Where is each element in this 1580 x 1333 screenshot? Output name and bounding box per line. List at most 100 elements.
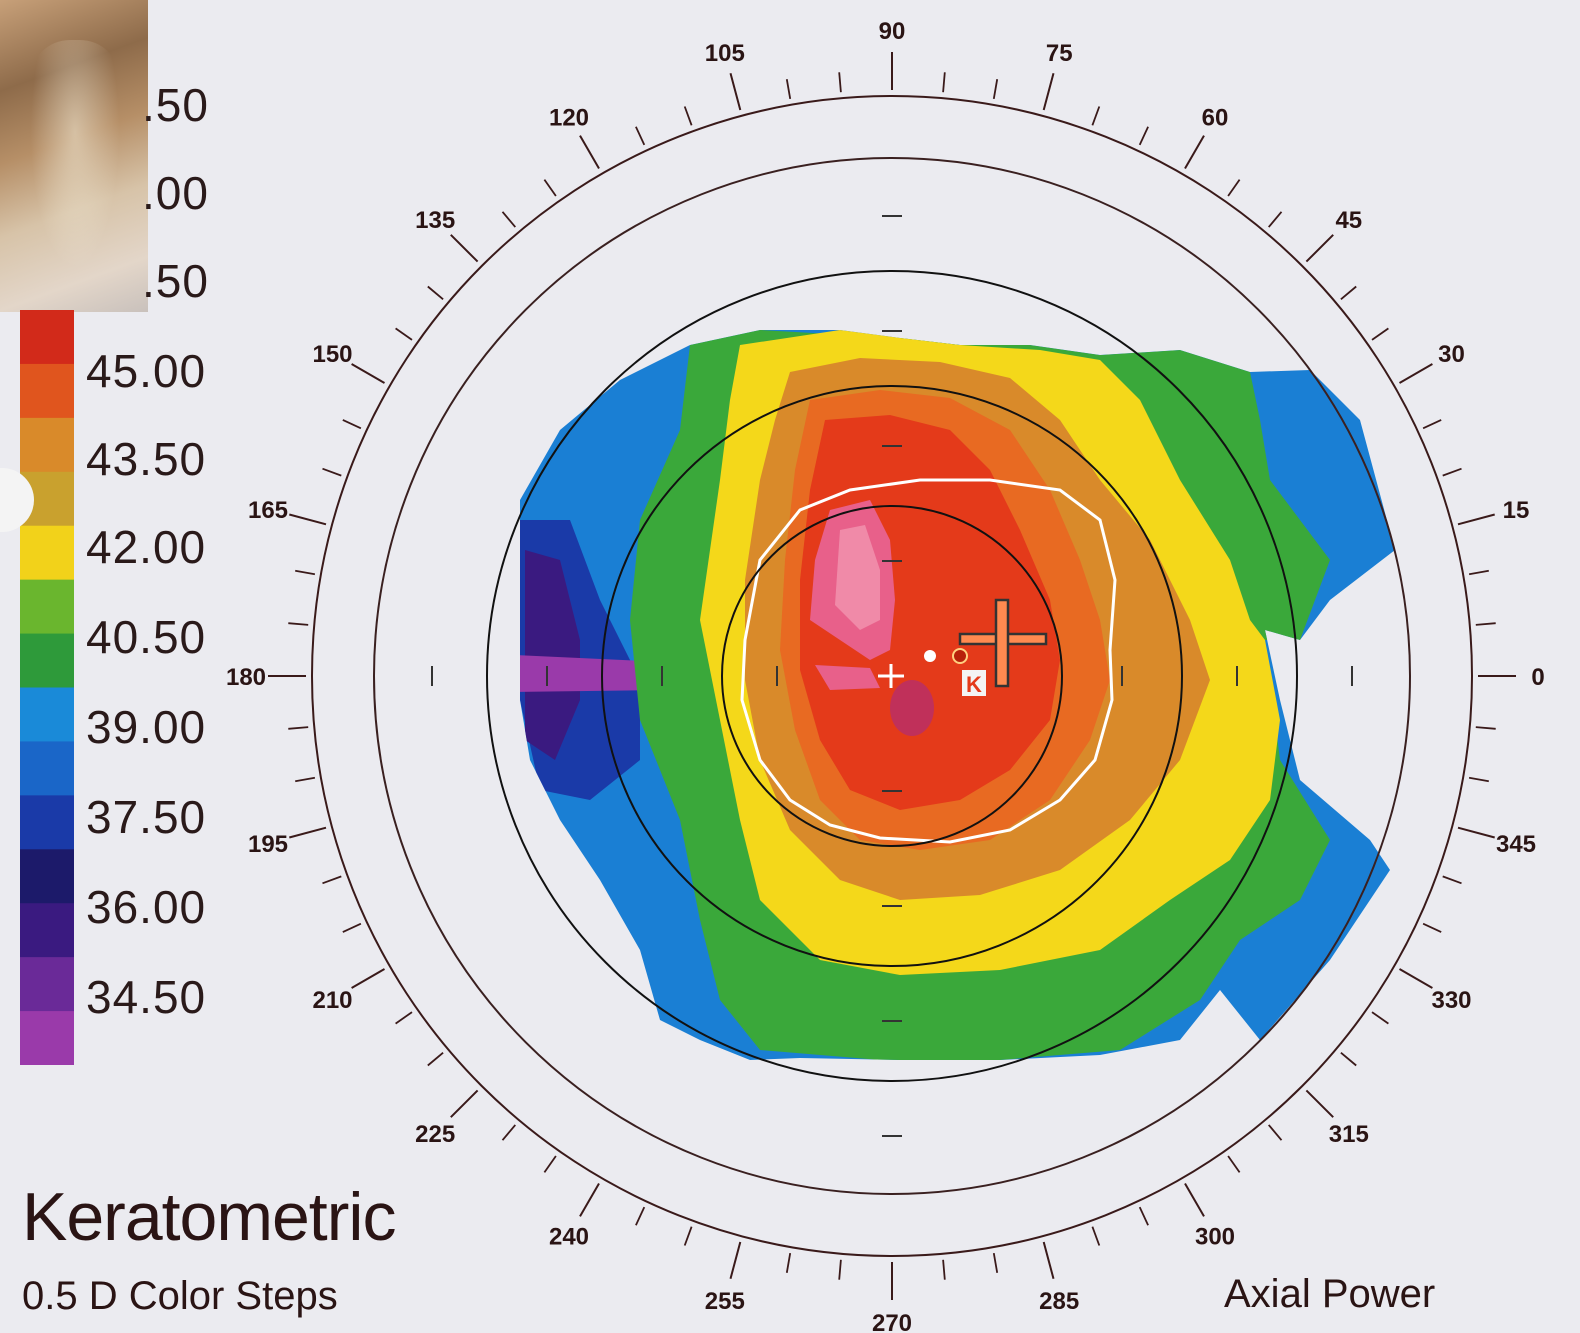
scale-swatch: [20, 795, 74, 850]
angle-tick: [342, 922, 362, 933]
angle-tick: [1305, 234, 1334, 263]
angle-tick: [288, 726, 309, 730]
scale-label: 43.50: [86, 433, 207, 485]
angle-tick: [1371, 327, 1389, 341]
angle-tick: [543, 179, 557, 197]
angle-tick: [683, 106, 693, 126]
angle-tick: [543, 1155, 557, 1173]
scale-swatch: [20, 363, 74, 419]
ring: [721, 505, 1063, 847]
angle-tick: [1422, 419, 1442, 430]
angle-tick: [351, 363, 386, 384]
angle-tick: [1268, 211, 1283, 228]
angle-tick: [635, 126, 646, 146]
angle-tick: [1442, 467, 1462, 477]
angle-label: 285: [1039, 1288, 1079, 1315]
angle-tick: [1138, 126, 1149, 146]
angle-label: 330: [1431, 987, 1471, 1014]
ring: [601, 385, 1183, 967]
zone-rings: [311, 95, 1473, 1257]
angle-label: 180: [226, 664, 266, 691]
zone-violet-spike: [520, 655, 665, 692]
angle-label: 240: [549, 1224, 589, 1251]
angle-tick: [1042, 1241, 1055, 1279]
ring: [311, 95, 1473, 1257]
angle-tick: [395, 327, 413, 341]
scale-swatch: [20, 957, 74, 1012]
angle-label: 60: [1202, 105, 1229, 132]
angle-label: 15: [1503, 497, 1530, 524]
angle-tick: [1475, 726, 1496, 730]
angle-tick: [1340, 1052, 1357, 1067]
color-scale-bar: [20, 310, 74, 1065]
angle-tick: [501, 1124, 516, 1141]
angle-tick: [395, 1011, 413, 1025]
angle-tick: [942, 1259, 946, 1280]
angle-tick: [1442, 875, 1462, 885]
angle-tick: [288, 622, 309, 626]
angle-tick: [295, 569, 316, 576]
angle-tick: [785, 79, 792, 100]
angle-label: 75: [1046, 40, 1073, 67]
angle-label: 165: [248, 497, 288, 524]
angle-tick: [450, 1089, 479, 1118]
angle-tick: [1422, 922, 1442, 933]
zone-pink-lobe: [815, 665, 880, 690]
angle-tick: [501, 211, 516, 228]
angle-tick: [1398, 363, 1433, 384]
angle-tick: [1042, 73, 1055, 111]
angle-tick: [427, 1052, 444, 1067]
scale-swatch: [20, 1011, 74, 1065]
zone-indigo: [525, 550, 580, 760]
zone-magenta-spot: [890, 680, 934, 736]
axis-marks: [431, 215, 1353, 1137]
angle-tick: [1138, 1206, 1149, 1226]
angle-tick: [579, 1182, 600, 1217]
angle-tick: [838, 72, 842, 93]
angle-tick: [1340, 285, 1357, 300]
angle-label: 120: [549, 105, 589, 132]
angle-tick: [1468, 776, 1489, 783]
angle-label: 90: [879, 18, 906, 45]
angle-tick: [635, 1206, 646, 1226]
angle-tick: [289, 513, 327, 526]
scale-label: 45.00: [86, 345, 207, 397]
scale-label: 39.00: [86, 701, 207, 753]
scale-label: 42.00: [86, 521, 207, 573]
angle-label: 195: [248, 831, 288, 858]
svg-text:K: K: [966, 672, 982, 697]
angle-tick: [1371, 1011, 1389, 1025]
scale-label: .00: [142, 167, 209, 219]
angle-label: 0: [1531, 664, 1544, 691]
angle-tick: [322, 875, 342, 885]
k-cross: [958, 598, 1048, 688]
white-contour: [740, 478, 1117, 844]
angle-tick: [992, 1252, 999, 1273]
angle-tick: [427, 285, 444, 300]
angle-label: 105: [705, 40, 745, 67]
pupil-center-dot: [924, 650, 936, 662]
angle-label: 225: [415, 1121, 455, 1148]
center-crosshair: [878, 664, 904, 688]
angle-tick: [1468, 569, 1489, 576]
angle-tick: [785, 1252, 792, 1273]
angle-tick: [1091, 1226, 1101, 1246]
angle-tick: [1091, 106, 1101, 126]
angle-labels: 0 15 30 45 60 75 90 105 120 135 150 165 180 195 210 225…: [226, 18, 1545, 1333]
angle-tick: [729, 73, 742, 111]
angle-tick: [1268, 1124, 1283, 1141]
angle-label: 345: [1496, 831, 1536, 858]
scale-swatch: [20, 525, 74, 581]
angle-tick: [729, 1241, 742, 1279]
angle-tick: [1398, 968, 1433, 989]
scale-swatch: [20, 579, 74, 635]
scale-swatch: [20, 310, 74, 365]
angle-tick: [1457, 826, 1495, 839]
angle-tick: [322, 467, 342, 477]
power-map: [520, 330, 1395, 1060]
angle-tick: [838, 1259, 842, 1280]
map-title: Keratometric: [22, 1179, 396, 1255]
angle-tick: [992, 79, 999, 100]
angle-tick: [1227, 1155, 1241, 1173]
